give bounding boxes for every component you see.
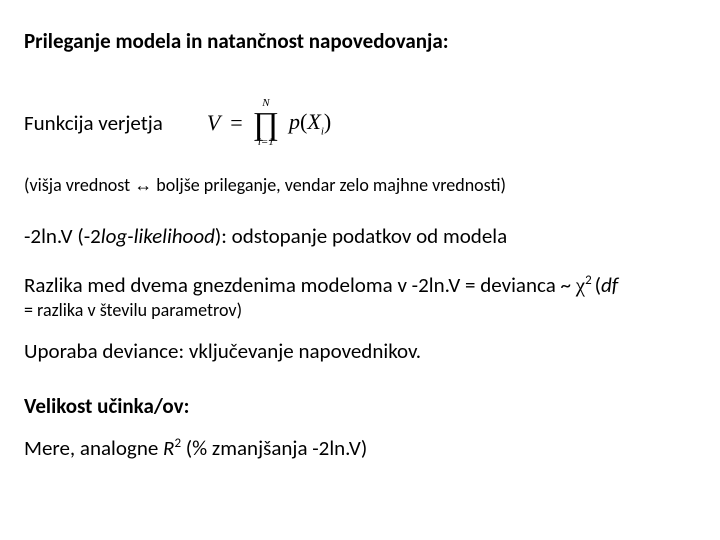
formula-v: V [207, 110, 220, 136]
formula-eq: = [226, 110, 246, 136]
visja-post: boljše prileganje, vendar zelo majhne vr… [152, 174, 506, 196]
formula-rparen: ) [324, 109, 331, 134]
chi-sup: 2 [585, 273, 595, 288]
formula-x: X [307, 109, 320, 134]
r-symbol: R [163, 435, 174, 461]
product-lower: i=1 [258, 137, 274, 148]
mere-post: (% zmanjšanja -2ln.V) [181, 435, 367, 461]
product-upper: N [262, 98, 269, 109]
formula-px: p(Xi) [289, 109, 331, 137]
ln-pre: -2ln.V (-2 [24, 223, 101, 249]
formula-p: p [289, 109, 300, 134]
ln-italic: log-likelihood [101, 223, 215, 249]
deviance-sub-line: = razlika v številu parametrov) [24, 299, 696, 321]
chi-symbol: χ [576, 273, 585, 297]
likelihood-row: Funkcija verjetja V = N ∏ i=1 p(Xi) [24, 96, 696, 150]
usage-line: Uporaba deviance: vključevanje napovedni… [24, 337, 696, 365]
effect-size-heading: Velikost učinka/ov: [24, 393, 696, 419]
higher-value-note: (višja vrednost ↔ boljše prileganje, ven… [24, 174, 696, 196]
deviance-line: Razlika med dvema gnezdenima modeloma v … [24, 272, 696, 298]
likelihood-formula: V = N ∏ i=1 p(Xi) [207, 96, 331, 150]
log-likelihood-line: -2ln.V (-2log-likelihood): odstopanje po… [24, 222, 696, 250]
product-symbol: N ∏ i=1 [253, 96, 279, 150]
slide-title: Prileganje modela in natančnost napovedo… [24, 28, 696, 54]
product-sign: ∏ [253, 107, 279, 139]
arrow-icon: ↔ [134, 175, 152, 195]
visja-pre: (višja vrednost [24, 174, 134, 196]
measures-line: Mere, analogne R2 (% zmanjšanja -2ln.V) [24, 435, 696, 461]
ln-post: ): odstopanje podatkov od modela [215, 223, 507, 249]
mere-pre: Mere, analogne [24, 435, 163, 461]
likelihood-label: Funkcija verjetja [24, 110, 163, 136]
razlika-pre: Razlika med dvema gnezdenima modeloma v … [24, 272, 576, 298]
df-label: df [601, 272, 618, 298]
